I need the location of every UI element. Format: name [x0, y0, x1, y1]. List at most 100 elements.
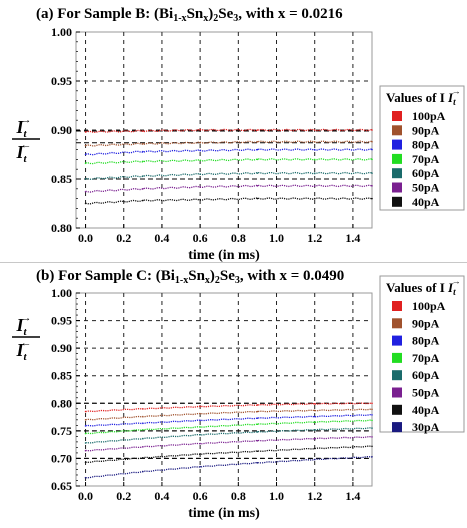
x-tick-label: 0.4: [154, 489, 169, 503]
data-point: [84, 476, 87, 479]
data-point: [256, 423, 259, 426]
data-point: [371, 419, 373, 422]
title-part: Sn: [188, 268, 205, 284]
data-point: [313, 140, 316, 143]
series-line: [85, 148, 373, 156]
legend-title-subscript: t: [453, 287, 456, 297]
data-point: [199, 149, 201, 152]
series-100pA: [84, 128, 373, 134]
series-70pA: [84, 419, 373, 435]
legend-entry-label: 60pA: [412, 166, 440, 180]
legend-entry-label: 50pA: [412, 386, 440, 400]
data-point: [199, 412, 201, 415]
series-line: [85, 197, 373, 205]
data-point: [199, 419, 201, 422]
data-point: [199, 465, 201, 468]
x-tick-label: 0.4: [154, 231, 169, 245]
data-point: [313, 428, 316, 431]
data-point: [313, 185, 316, 187]
y-tick-label: 0.95: [51, 314, 72, 328]
title-subscript: 2: [215, 275, 220, 286]
data-point: [313, 447, 316, 450]
data-point: [84, 425, 87, 427]
series-60pA: [84, 427, 373, 444]
panel-a: (a) For Sample B: (Bi1-xSnx)2Se3, with x…: [0, 0, 467, 263]
y-tick-label: 0.70: [51, 451, 72, 465]
data-point: [84, 461, 87, 464]
legend-title: Values of I It→: [386, 86, 461, 107]
x-tick-label: 1.2: [307, 489, 322, 503]
title-subscript: 2: [213, 13, 218, 24]
data-point: [371, 172, 373, 174]
legend-entry-label: 60pA: [412, 368, 440, 382]
series-line: [85, 140, 373, 147]
legend-swatch: [392, 422, 402, 433]
chart-title: (a) For Sample B: (Bi1-xSnx)2Se3, with x…: [36, 6, 343, 24]
chart-b-svg: (b) For Sample C: (Bi1-xSnx)2Se3, with x…: [12, 268, 465, 521]
title-part: ): [208, 6, 213, 22]
data-point: [199, 426, 201, 428]
data-point: [313, 421, 316, 423]
x-tick-label: 1.4: [345, 231, 360, 245]
y-label-subscript: t: [23, 128, 27, 140]
data-point: [313, 458, 316, 461]
x-axis-label: time (in ms): [188, 506, 260, 521]
y-tick-label: 0.90: [51, 341, 72, 355]
data-point: [256, 417, 259, 419]
title-part: , with x = 0.0216: [238, 6, 343, 22]
series-line: [85, 436, 373, 452]
legend-title: Values of I It→: [386, 276, 461, 297]
series-line: [85, 184, 373, 193]
legend-title-text: Values of I: [386, 280, 448, 295]
data-point: [199, 186, 201, 188]
y-label-subscript: t: [23, 351, 27, 363]
data-point: [313, 415, 316, 418]
legend-entry-label: 80pA: [412, 334, 440, 348]
y-label-arrow: ←: [21, 139, 32, 151]
data-point: [84, 419, 87, 421]
legend-swatch: [392, 139, 402, 150]
y-label-symbol: I: [15, 117, 24, 137]
data-point: [256, 140, 259, 143]
x-tick-label: 0.2: [116, 231, 131, 245]
data-point: [142, 437, 144, 440]
y-label-arrow: ←: [21, 337, 32, 349]
y-tick-label: 0.85: [51, 369, 72, 383]
data-point: [199, 129, 201, 131]
series-line: [85, 128, 373, 134]
data-point: [371, 197, 373, 200]
series-line: [85, 413, 373, 427]
data-point: [84, 449, 87, 452]
data-point: [84, 410, 87, 413]
series-60pA: [84, 171, 373, 180]
data-point: [199, 453, 201, 455]
data-point: [84, 202, 87, 205]
legend-entry-label: 30pA: [412, 420, 440, 434]
y-label-symbol: I: [15, 340, 24, 360]
series-line: [85, 427, 373, 444]
data-point: [199, 173, 201, 175]
legend-swatch: [392, 370, 402, 381]
x-tick-label: 1.4: [345, 489, 360, 503]
y-tick-label: 0.80: [51, 221, 72, 235]
legend-entry-label: 100pA: [412, 299, 446, 313]
y-tick-label: 0.85: [51, 172, 72, 186]
series-50pA: [84, 436, 373, 452]
y-axis-label-numerator: It →: [15, 312, 31, 338]
y-label-symbol: I: [15, 142, 24, 162]
series-line: [85, 456, 373, 479]
data-point: [371, 185, 373, 187]
series-90pA: [84, 408, 373, 421]
data-point: [84, 162, 87, 165]
data-point: [142, 428, 144, 431]
y-tick-label: 0.80: [51, 396, 72, 410]
legend-entry-label: 100pA: [412, 109, 446, 123]
legend-entry-label: 70pA: [412, 351, 440, 365]
x-tick-label: 0.6: [193, 489, 208, 503]
legend-swatch: [392, 111, 402, 121]
legend-swatch: [392, 318, 402, 329]
chart-title: (b) For Sample C: (Bi1-xSnx)2Se3, with x…: [36, 268, 344, 286]
legend-title-arrow: →: [452, 276, 461, 286]
data-point: [199, 405, 201, 408]
